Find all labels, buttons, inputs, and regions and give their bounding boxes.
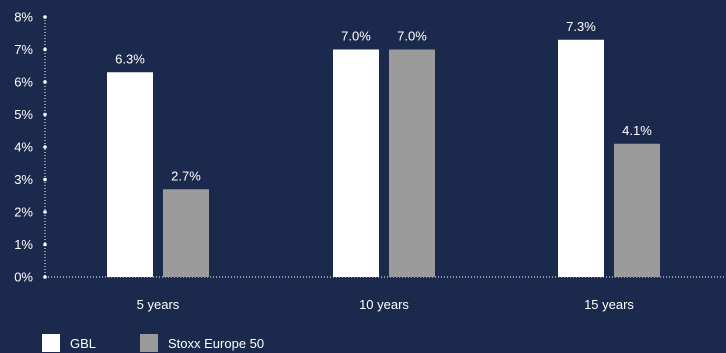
y-tick-dot [43, 15, 47, 19]
bar-stoxx-europe-50 [389, 49, 435, 277]
bar-value-label: 7.3% [566, 19, 596, 34]
y-tick-label: 5% [14, 107, 33, 122]
y-tick-label: 4% [14, 140, 33, 155]
bar-gbl [107, 72, 153, 277]
legend-swatch-gbl [42, 334, 60, 352]
y-tick-dot [43, 275, 47, 279]
y-tick-label: 3% [14, 172, 33, 187]
bar-gbl [558, 39, 604, 277]
y-tick-dot [43, 112, 47, 117]
y-tick-dot [43, 47, 47, 52]
y-tick-label: 8% [14, 10, 33, 25]
bar-value-label: 6.3% [115, 51, 145, 66]
bar-value-label: 7.0% [341, 29, 371, 44]
x-tick-label: 15 years [584, 297, 634, 312]
y-tick-dot [43, 80, 47, 84]
chart-legend: GBL Stoxx Europe 50 [42, 334, 308, 352]
bar-stoxx-europe-50 [163, 189, 209, 277]
y-tick-label: 2% [14, 205, 33, 220]
y-tick-label: 7% [14, 42, 33, 57]
y-tick-label: 1% [14, 237, 33, 252]
x-tick-label: 10 years [359, 297, 409, 312]
legend-item-stoxx-europe-50: Stoxx Europe 50 [140, 334, 264, 352]
y-tick-dot [43, 177, 47, 182]
y-tick-dot [43, 145, 47, 149]
y-tick-dot [43, 210, 47, 214]
y-tick-label: 6% [14, 75, 33, 90]
bar-value-label: 2.7% [171, 168, 201, 183]
legend-item-gbl: GBL [42, 334, 96, 352]
bar-value-label: 7.0% [397, 29, 427, 44]
legend-label-gbl: GBL [70, 335, 97, 351]
bar-value-label: 4.1% [622, 123, 652, 138]
bar-stoxx-europe-50 [614, 143, 660, 277]
legend-label-stoxx-europe-50: Stoxx Europe 50 [168, 335, 265, 351]
bar-gbl [333, 49, 379, 277]
y-tick-label: 0% [14, 270, 33, 285]
legend-swatch-stoxx-europe-50 [140, 334, 159, 352]
y-tick-dot [43, 242, 47, 247]
x-tick-label: 5 years [137, 297, 180, 312]
